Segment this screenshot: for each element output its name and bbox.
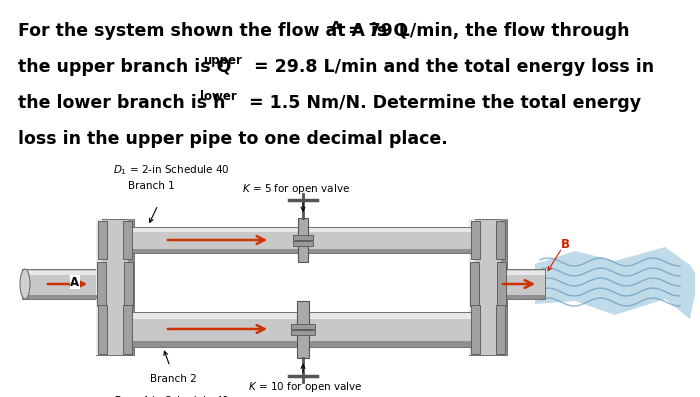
Bar — [132, 228, 471, 232]
Text: B: B — [561, 237, 570, 251]
Bar — [22, 269, 98, 299]
Bar — [132, 313, 471, 318]
Bar — [123, 221, 132, 259]
Bar — [132, 312, 471, 347]
Bar — [293, 241, 313, 245]
Text: For the system shown the flow at A is Q: For the system shown the flow at A is Q — [18, 22, 408, 40]
Bar — [96, 219, 101, 355]
Bar — [132, 227, 471, 253]
Bar — [293, 235, 313, 239]
Bar — [505, 295, 545, 299]
Bar — [96, 219, 134, 355]
Bar — [470, 221, 480, 259]
Text: $D_1$ = 2-in Schedule 40: $D_1$ = 2-in Schedule 40 — [113, 163, 230, 177]
Bar — [496, 262, 506, 306]
Bar — [501, 219, 507, 355]
Bar — [470, 262, 480, 306]
Bar — [22, 270, 98, 275]
Text: the lower branch is h: the lower branch is h — [18, 94, 225, 112]
Bar — [97, 304, 106, 353]
Bar — [297, 301, 309, 358]
Text: Branch 1: Branch 1 — [128, 181, 175, 191]
Bar — [505, 270, 545, 275]
Bar — [97, 262, 106, 306]
Bar — [470, 304, 480, 353]
Bar — [298, 218, 308, 262]
Text: lower: lower — [200, 90, 237, 103]
Bar — [22, 295, 98, 299]
Bar — [496, 221, 505, 259]
Bar — [469, 219, 475, 355]
Text: = 79 L/min, the flow through: = 79 L/min, the flow through — [342, 22, 629, 40]
Bar — [505, 269, 545, 299]
Text: $K$ = 5 for open valve: $K$ = 5 for open valve — [242, 182, 350, 196]
Text: the upper branch is Q: the upper branch is Q — [18, 58, 232, 76]
Bar — [291, 330, 315, 335]
Text: Branch 2: Branch 2 — [150, 374, 197, 385]
Polygon shape — [535, 247, 695, 319]
Text: $K$ = 10 for open valve: $K$ = 10 for open valve — [248, 380, 363, 393]
Bar — [132, 341, 471, 347]
Bar — [132, 249, 471, 253]
Bar — [128, 219, 134, 355]
Bar — [124, 262, 133, 306]
Bar — [123, 304, 132, 353]
Bar — [291, 324, 315, 328]
Text: loss in the upper pipe to one decimal place.: loss in the upper pipe to one decimal pl… — [18, 130, 448, 148]
Text: upper: upper — [203, 54, 242, 67]
Ellipse shape — [20, 269, 30, 299]
Text: = 29.8 L/min and the total energy loss in: = 29.8 L/min and the total energy loss i… — [248, 58, 654, 76]
Bar — [496, 304, 505, 353]
Text: A: A — [71, 276, 80, 289]
Text: A: A — [331, 20, 342, 33]
Text: $D_2$ = 4-in Schedule 40: $D_2$ = 4-in Schedule 40 — [113, 395, 230, 397]
Bar — [97, 221, 106, 259]
Text: = 1.5 Nm/N. Determine the total energy: = 1.5 Nm/N. Determine the total energy — [243, 94, 641, 112]
Bar — [469, 219, 507, 355]
